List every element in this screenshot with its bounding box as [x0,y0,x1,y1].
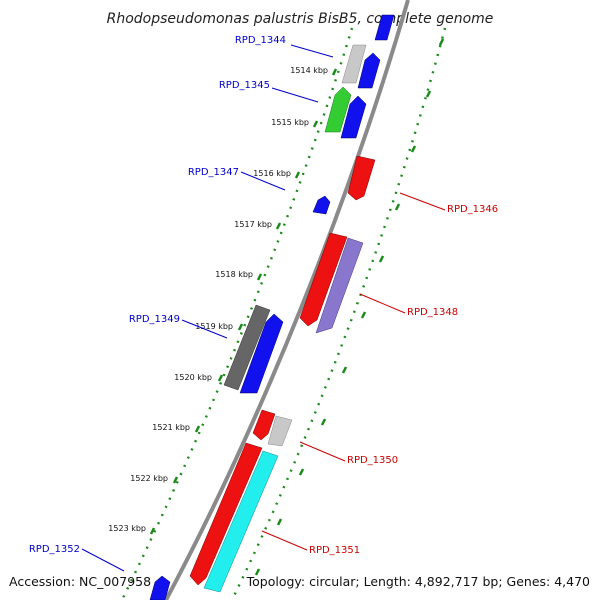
kbp-label: 1521 kbp [152,423,190,432]
gene-RPD_1347[interactable] [312,195,331,215]
gene-RPD_1346[interactable] [347,155,376,201]
topology-text: Topology: circular; Length: 4,892,717 bp… [246,574,590,589]
gene-RPD_1349[interactable] [223,304,271,391]
gene-label: RPD_1348 [407,307,458,318]
kbp-label: 1517 kbp [234,220,272,229]
kbp-label: 1522 kbp [130,474,168,483]
gene-label: RPD_1347 [188,167,239,178]
outer-tick-track [230,27,447,600]
major-ticks [149,38,445,576]
kbp-label: 1515 kbp [271,118,309,127]
kbp-labels: 1514 kbp 1515 kbp 1516 kbp 1517 kbp 1518… [108,66,328,533]
gene-arrow [357,52,381,89]
gene-RPD_1348[interactable] [299,232,364,334]
callout-lines [81,44,446,572]
blue-forward-arrows [149,14,395,600]
gene-RPD_1345[interactable] [324,86,352,133]
gene-label: RPD_1351 [309,545,360,556]
kbp-label: 1520 kbp [174,373,212,382]
gene-RPD_1350[interactable] [252,409,293,447]
genome-backbone [164,0,410,600]
gene-RPD_1344[interactable] [341,44,367,84]
gene-arrow [149,575,171,600]
gene-label: RPD_1346 [447,204,498,215]
kbp-label: 1523 kbp [108,524,146,533]
gene-labels: RPD_1344 RPD_1345 RPD_1347 RPD_1346 RPD_… [29,35,498,556]
gene-arrow [374,14,395,41]
gene-arrow [239,313,284,394]
gene-label: RPD_1352 [29,544,80,555]
kbp-label: 1518 kbp [215,270,253,279]
gene-label: RPD_1344 [235,35,286,46]
map-title: Rhodopseudomonas palustris BisB5, comple… [107,11,494,27]
gene-label: RPD_1349 [129,314,180,325]
gene-RPD_1351[interactable] [189,442,279,593]
accession-text: Accession: NC_007958 [9,574,151,589]
gene-arrow [340,95,367,139]
gene-label: RPD_1345 [219,80,270,91]
kbp-label: 1514 kbp [290,66,328,75]
kbp-label: 1519 kbp [195,322,233,331]
kbp-label: 1516 kbp [253,169,291,178]
gene-label: RPD_1350 [347,455,398,466]
